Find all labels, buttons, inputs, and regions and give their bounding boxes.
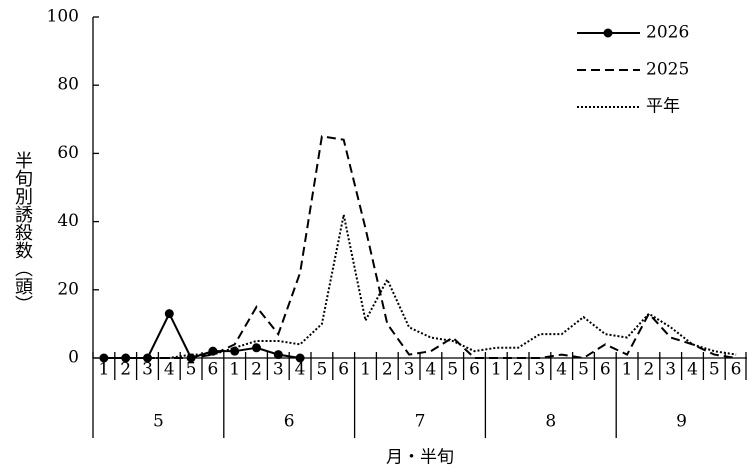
x-tick-label: 1 [491, 360, 502, 380]
x-tick-label: 2 [382, 360, 393, 380]
x-tick-label: 4 [425, 360, 436, 380]
y-tick-label: 100 [47, 7, 79, 27]
y-tick-label: 80 [57, 75, 79, 95]
group-label: 5 [153, 412, 164, 432]
point [208, 346, 218, 356]
x-tick-label: 5 [186, 360, 197, 380]
x-tick-label: 5 [578, 360, 589, 380]
y-tick-label: 20 [57, 279, 79, 299]
x-axis-title: 月・半旬 [386, 448, 454, 468]
x-tick-label: 6 [731, 360, 742, 380]
x-tick-label: 5 [709, 360, 720, 380]
legend-marker [603, 28, 613, 38]
x-tick-label: 4 [164, 360, 175, 380]
y-tick-label: 0 [68, 348, 79, 368]
series-line [103, 214, 737, 359]
x-tick-label: 6 [600, 360, 611, 380]
x-tick-label: 5 [316, 360, 327, 380]
x-tick-label: 3 [142, 360, 153, 380]
x-tick-label: 6 [338, 360, 349, 380]
x-tick-label: 3 [404, 360, 415, 380]
group-label: 9 [676, 412, 687, 432]
point [295, 353, 305, 363]
y-tick-label: 60 [57, 143, 79, 163]
legend-label: 2026 [646, 23, 689, 43]
y-axis-title: 半旬別誘殺数（頭） [12, 151, 33, 313]
x-tick-label: 1 [622, 360, 633, 380]
x-tick-label: 4 [295, 360, 306, 380]
point [252, 343, 261, 353]
x-tick-label: 3 [534, 360, 545, 380]
legend-label: 2025 [646, 60, 689, 80]
legend-label: 平年 [646, 97, 680, 117]
point [273, 350, 283, 360]
x-tick-label: 4 [687, 360, 698, 380]
group-label: 7 [415, 412, 426, 432]
series-line [103, 311, 301, 360]
x-tick-label: 3 [665, 360, 676, 380]
group-label: 6 [284, 412, 295, 432]
x-tick-label: 1 [360, 360, 371, 380]
x-tick-label: 6 [469, 360, 480, 380]
x-tick-label: 3 [273, 360, 284, 380]
x-tick-label: 1 [98, 360, 109, 380]
x-tick-label: 2 [643, 360, 654, 380]
x-tick-label: 2 [120, 360, 131, 380]
x-tick-label: 6 [207, 360, 218, 380]
x-tick-label: 2 [513, 360, 524, 380]
x-tick-label: 1 [229, 360, 240, 380]
group-label: 8 [545, 412, 556, 432]
point [164, 309, 174, 319]
x-tick-label: 5 [447, 360, 458, 380]
x-tick-label: 4 [556, 360, 567, 380]
x-tick-label: 2 [251, 360, 262, 380]
y-tick-label: 40 [57, 211, 79, 231]
series-line [103, 135, 737, 360]
